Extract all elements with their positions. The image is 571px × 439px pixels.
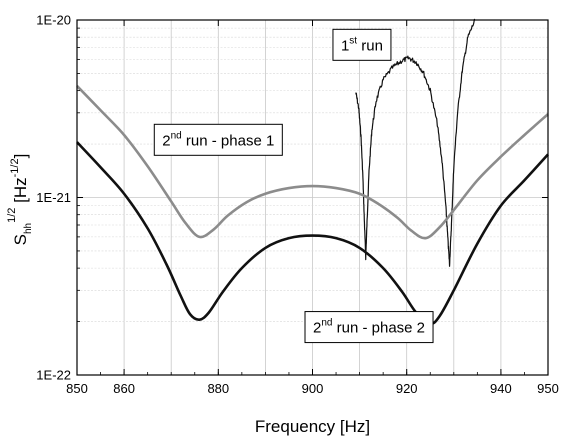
annotation-text: 2nd run - phase 2 xyxy=(313,318,425,337)
y-axis-title: Shh1/2 [Hz-1/2] xyxy=(6,154,34,246)
annotation-text: 1st run xyxy=(341,35,383,54)
y-tick-label: 1E-22 xyxy=(36,368,71,383)
series-run2_phase1 xyxy=(76,85,549,240)
annotation-run1: 1st run xyxy=(332,28,392,61)
x-tick-label: 880 xyxy=(207,381,229,396)
tick-layer: 850 860 880 900 920 940 950 1E-22 1E-21 1E-20 xyxy=(36,13,559,397)
x-tick-label: 900 xyxy=(302,381,324,396)
x-axis-title: Frequency [Hz] xyxy=(255,417,370,436)
x-tick-label: 850 xyxy=(66,381,88,396)
annotation-run2p1: 2nd run - phase 1 xyxy=(153,123,283,156)
x-tick-label: 860 xyxy=(113,381,135,396)
annotation-box xyxy=(304,311,434,344)
y-tick-label: 1E-20 xyxy=(36,13,71,28)
y-tick-label: 1E-21 xyxy=(36,190,71,205)
series-run1 xyxy=(355,18,476,267)
series-run2_phase2 xyxy=(76,141,549,325)
annotation-box xyxy=(332,28,392,61)
annotation-box xyxy=(153,123,283,156)
annotation-run2p2: 2nd run - phase 2 xyxy=(304,311,434,344)
x-tick-label: 920 xyxy=(396,381,418,396)
x-tick-label: 940 xyxy=(490,381,512,396)
annotation-text: 2nd run - phase 1 xyxy=(162,130,274,149)
annotation-layer: 1st run 2nd run - phase 1 2nd run - phase … xyxy=(153,28,434,344)
x-tick-label: 950 xyxy=(537,381,559,396)
series-layer xyxy=(76,18,549,325)
